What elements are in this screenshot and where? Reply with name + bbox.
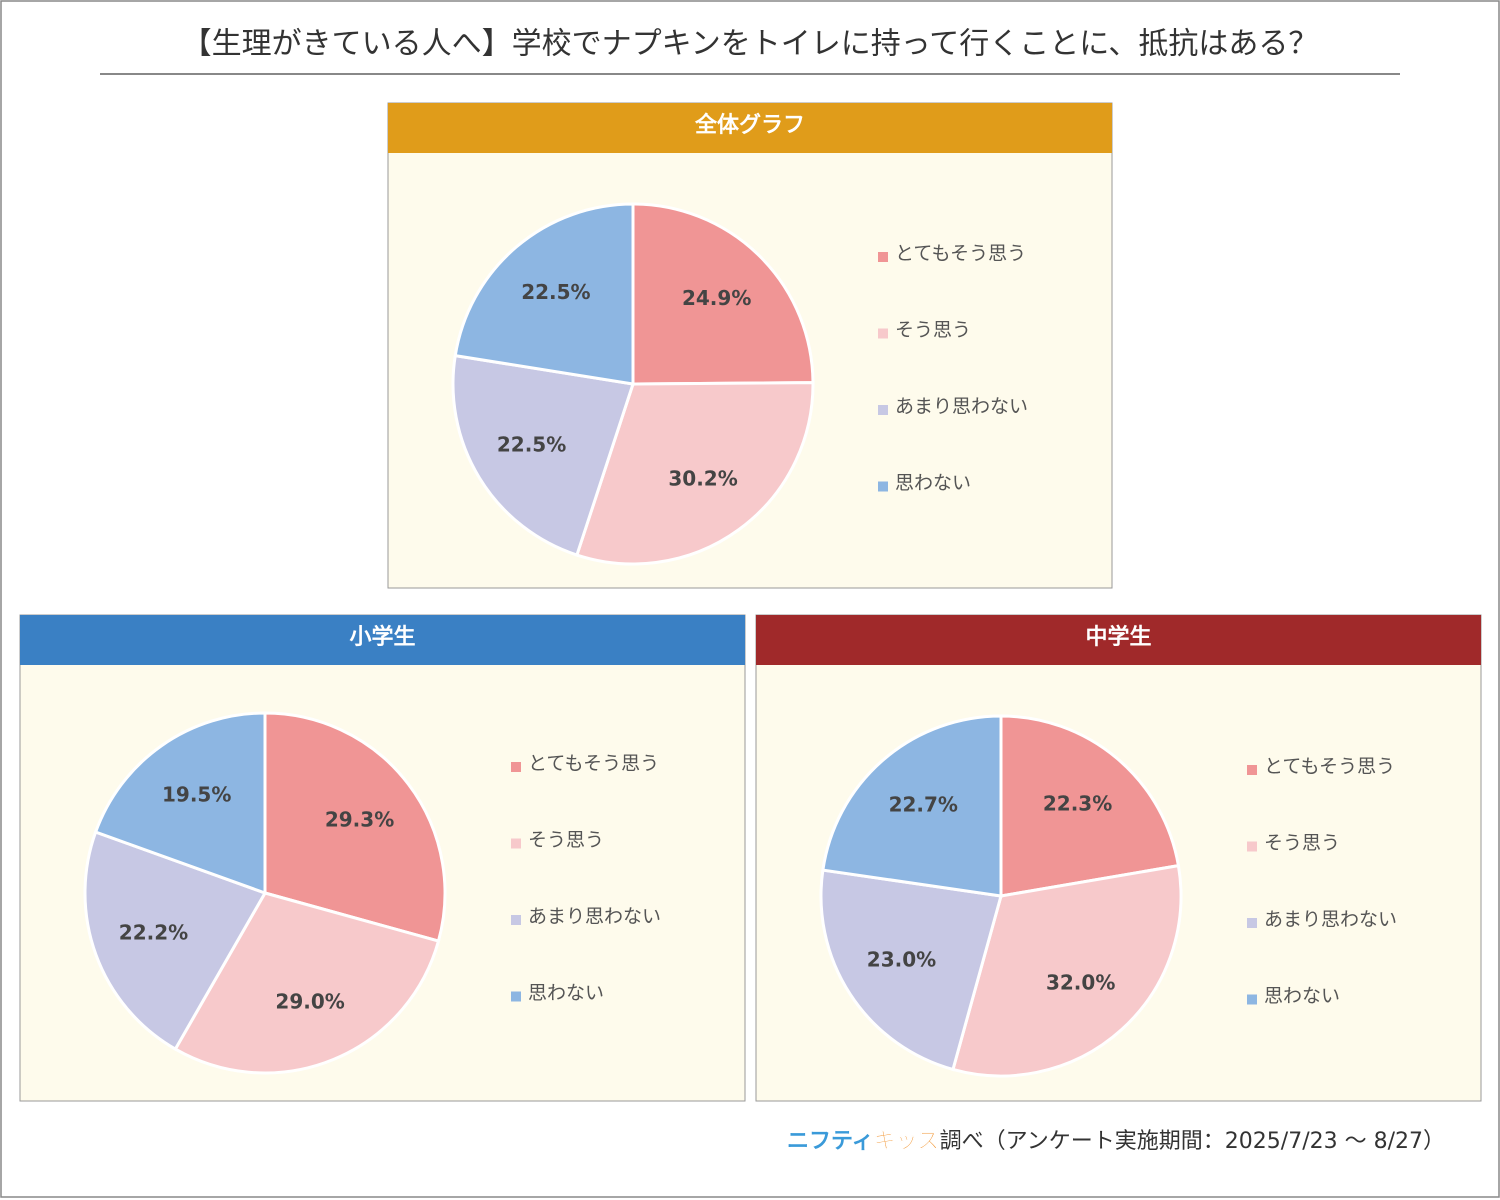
legend-label: あまり思わない (1264, 909, 1397, 931)
brand-part: キッズ (874, 1128, 940, 1154)
legend-swatch (878, 405, 888, 415)
slice-label: 22.3% (1043, 792, 1112, 816)
legend-label: とてもそう思う (895, 243, 1026, 265)
legend-swatch (1247, 765, 1257, 775)
slice-label: 19.5% (162, 782, 231, 806)
panel-title: 中学生 (1085, 624, 1151, 650)
pie-slice (819, 868, 1003, 1072)
slice-label: 24.9% (682, 286, 751, 310)
page-title: 【生理がきている人へ】学校でナプキンをトイレに持って行くことに、抵抗はある？ (182, 27, 1319, 62)
legend-swatch (878, 481, 888, 492)
slice-label: 23.0% (867, 947, 936, 971)
footer: ニフティキッズ調べ（アンケート実施期間：2025/7/23 〜 8/27） (787, 1128, 1445, 1154)
legend-swatch (511, 838, 521, 849)
panel-header (756, 615, 1481, 665)
pie-slice (451, 353, 635, 557)
brand-part: ニフティ (787, 1129, 874, 1154)
legend-label: そう思う (1264, 832, 1340, 854)
legend-swatch (878, 328, 888, 339)
slice-label: 29.3% (325, 808, 394, 832)
slice-label: 32.0% (1046, 971, 1115, 995)
pie-slice (263, 711, 447, 943)
legend-swatch (1247, 994, 1257, 1005)
pie-slice (83, 830, 268, 1052)
pie-slice (821, 714, 1003, 898)
legend-swatch (511, 762, 521, 772)
pie-slice (631, 202, 815, 386)
pie-slice (453, 202, 635, 386)
slice-label: 22.5% (521, 280, 590, 304)
pie-slice (999, 714, 1181, 898)
legend-label: あまり思わない (895, 396, 1028, 418)
legend-label: 思わない (895, 472, 971, 494)
slice-label: 22.2% (119, 920, 188, 944)
pie-slice (173, 891, 441, 1075)
legend-swatch (1247, 841, 1257, 852)
pie-slice (93, 711, 267, 896)
footer-text: 調べ（アンケート実施期間：2025/7/23 〜 8/27） (940, 1129, 1445, 1154)
legend-label: とてもそう思う (1264, 756, 1395, 778)
pie-slice (575, 381, 815, 566)
slice-label: 22.7% (889, 793, 958, 817)
slice-label: 30.2% (668, 466, 737, 490)
legend-swatch (511, 991, 521, 1002)
legend-label: 思わない (528, 982, 604, 1004)
pie-slice (951, 863, 1183, 1078)
panel-header (388, 103, 1112, 153)
legend-label: とてもそう思う (528, 753, 659, 775)
legend-label: 思わない (1264, 985, 1340, 1007)
legend-label: そう思う (528, 829, 604, 851)
slice-label: 29.0% (275, 989, 344, 1013)
legend-swatch (1247, 918, 1257, 928)
panel-title: 全体グラフ (694, 112, 805, 138)
legend-label: あまり思わない (528, 906, 661, 928)
panel-header (20, 615, 745, 665)
panel-title: 小学生 (349, 624, 415, 650)
slice-label: 22.5% (497, 432, 566, 456)
legend-swatch (511, 915, 521, 925)
legend-swatch (878, 252, 888, 262)
legend-label: そう思う (895, 319, 971, 341)
